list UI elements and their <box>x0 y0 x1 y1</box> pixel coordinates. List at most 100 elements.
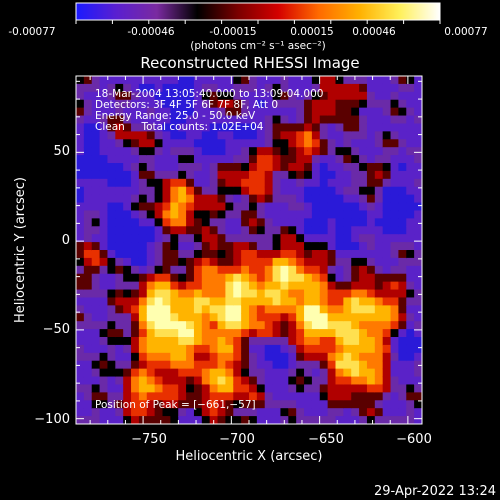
heatmap-cell <box>162 115 171 125</box>
heatmap-cell <box>170 178 179 188</box>
heatmap-cell <box>374 257 384 267</box>
heatmap-cell <box>241 194 250 204</box>
heatmap-cell <box>154 273 164 283</box>
heatmap-cell <box>76 123 85 132</box>
heatmap-cell <box>241 139 250 148</box>
heatmap-cell <box>280 257 289 267</box>
heatmap-cell <box>162 305 171 314</box>
heatmap-cell <box>209 83 219 93</box>
heatmap-cell <box>107 352 116 362</box>
heatmap-cell <box>162 147 171 156</box>
heatmap-cell <box>186 76 195 85</box>
heatmap-cell <box>311 250 321 259</box>
heatmap-cell <box>335 202 344 212</box>
heatmap-cell <box>351 273 360 283</box>
heatmap-cell <box>193 297 203 306</box>
heatmap-cell <box>186 337 195 346</box>
heatmap-cell <box>366 218 376 227</box>
heatmap-cell <box>398 91 407 101</box>
heatmap-cell <box>414 131 422 140</box>
heatmap-cell <box>178 218 187 227</box>
heatmap-cell <box>170 210 179 219</box>
heatmap-cell <box>115 368 124 378</box>
heatmap-cell <box>138 384 148 393</box>
heatmap-cell <box>233 289 242 299</box>
heatmap-cell <box>319 257 329 267</box>
heatmap-cell <box>382 368 392 378</box>
heatmap-cell <box>91 289 101 299</box>
heatmap-cell <box>217 91 227 101</box>
heatmap-cell <box>390 194 400 204</box>
heatmap-cell <box>193 226 203 235</box>
heatmap-cell <box>351 170 360 180</box>
colorbar-tick-label: -0.00015 <box>209 26 256 38</box>
heatmap-cell <box>115 91 124 101</box>
heatmap-cell <box>327 360 337 370</box>
heatmap-cell <box>319 83 329 93</box>
heatmap-cell <box>414 337 422 346</box>
heatmap-cell <box>335 392 344 401</box>
heatmap-cell <box>296 257 305 267</box>
heatmap-cell <box>131 83 140 93</box>
heatmap-cell <box>264 352 274 362</box>
heatmap-cell <box>398 408 407 417</box>
heatmap-cell <box>241 305 250 314</box>
heatmap-cell <box>343 297 352 306</box>
heatmap-cell <box>138 360 148 370</box>
heatmap-cell <box>201 226 211 235</box>
heatmap-cell <box>76 250 85 259</box>
heatmap-cell <box>382 273 392 283</box>
heatmap-cell <box>390 218 400 227</box>
heatmap-cell <box>351 147 360 156</box>
heatmap-cell <box>382 313 392 322</box>
heatmap-cell <box>154 392 164 401</box>
heatmap-cell <box>233 281 242 291</box>
heatmap-cell <box>382 91 392 101</box>
heatmap-cell <box>359 139 368 148</box>
heatmap-cell <box>249 147 258 156</box>
heatmap-cell <box>264 139 274 148</box>
heatmap-cell <box>398 305 407 314</box>
heatmap-cell <box>162 337 171 346</box>
heatmap-cell <box>138 91 148 101</box>
heatmap-cell <box>170 265 179 275</box>
heatmap-cell <box>414 408 422 417</box>
heatmap-cell <box>91 226 101 235</box>
heatmap-cell <box>233 297 242 306</box>
heatmap-cell <box>288 321 297 330</box>
heatmap-cell <box>233 76 242 85</box>
heatmap-cell <box>154 131 164 140</box>
heatmap-cell <box>154 226 164 235</box>
heatmap-cell <box>233 99 242 109</box>
heatmap-cell <box>138 400 148 409</box>
heatmap-cell <box>359 194 368 204</box>
heatmap-cell <box>91 170 101 180</box>
heatmap-cell <box>107 242 116 251</box>
heatmap-cell <box>351 384 360 393</box>
heatmap-cell <box>76 178 85 188</box>
heatmap-cell <box>327 408 337 417</box>
heatmap-cell <box>186 376 195 386</box>
heatmap-cell <box>288 384 297 393</box>
heatmap-cell <box>280 281 289 291</box>
heatmap-cell <box>233 115 242 125</box>
heatmap-cell <box>406 147 415 156</box>
heatmap-cell <box>366 202 376 212</box>
heatmap-cell <box>304 210 313 219</box>
heatmap-cell <box>225 163 234 172</box>
heatmap-cell <box>107 257 116 267</box>
heatmap-cell <box>256 257 266 267</box>
heatmap-cell <box>99 344 109 354</box>
heatmap-cell <box>233 83 242 93</box>
heatmap-cell <box>351 186 360 196</box>
heatmap-cell <box>319 186 329 196</box>
heatmap-cell <box>359 352 368 362</box>
heatmap-cell <box>146 400 156 409</box>
heatmap-cell <box>406 170 415 180</box>
heatmap-cell <box>414 99 422 109</box>
heatmap-cell <box>186 115 195 125</box>
heatmap-cell <box>115 202 124 212</box>
heatmap-cell <box>123 226 132 235</box>
heatmap-cell <box>225 257 234 267</box>
heatmap-cell <box>209 392 219 401</box>
